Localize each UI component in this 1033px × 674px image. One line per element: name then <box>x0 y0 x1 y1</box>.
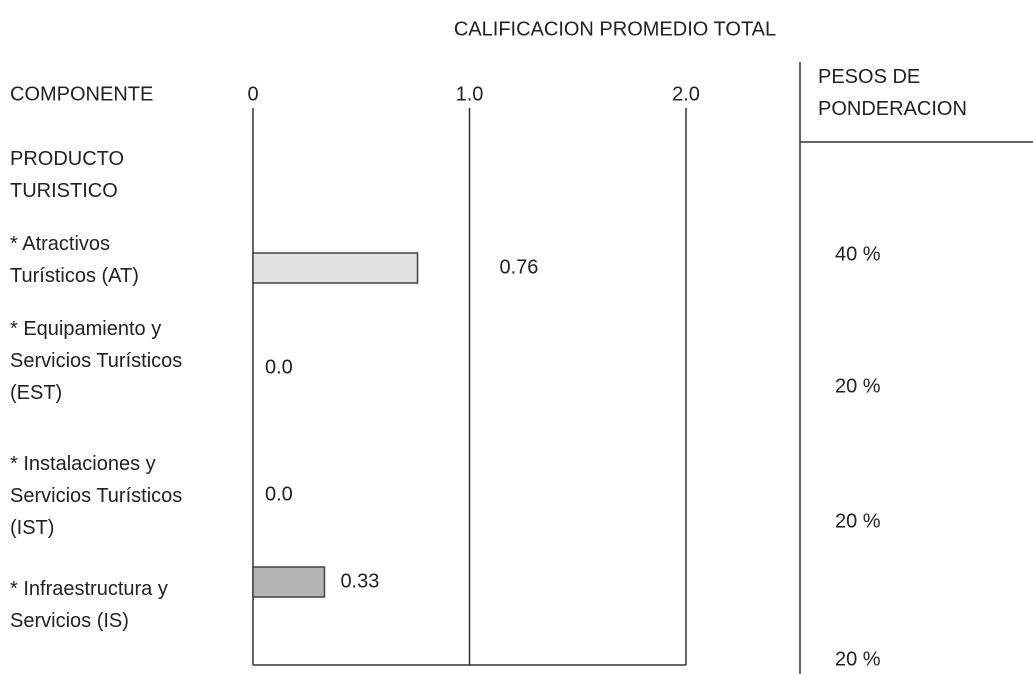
category-label: * Equipamiento y Servicios Turísticos (EST… <box>10 318 182 404</box>
weights-header: PESOS DE PONDERACION <box>818 66 967 120</box>
text-line: PONDERACION <box>818 98 967 120</box>
category-label: * Instalaciones y Servicios Turísticos (IS… <box>10 453 182 539</box>
value-label: 0.0 <box>265 483 293 505</box>
text-line: TURISTICO <box>10 180 118 202</box>
text-line: (EST) <box>10 382 62 404</box>
text-line: * Equipamiento y <box>10 318 161 340</box>
x-tick-label: 1.0 <box>456 83 484 105</box>
text-line: PESOS DE <box>818 66 920 88</box>
text-line: Servicios Turísticos <box>10 350 182 372</box>
x-tick-label: 0 <box>247 83 258 105</box>
x-tick-label: 2.0 <box>672 83 700 105</box>
weight-label: 40 % <box>835 243 881 265</box>
text-line: (IST) <box>10 517 54 539</box>
text-line: Servicios (IS) <box>10 610 129 632</box>
value-label: 0.33 <box>340 570 379 592</box>
text-line: * Atractivos <box>10 233 110 255</box>
weight-label: 20 % <box>835 648 881 670</box>
text-line: Servicios Turísticos <box>10 485 182 507</box>
text-line: Turísticos (AT) <box>10 265 139 287</box>
bar <box>252 566 326 598</box>
text-line: * Infraestructura y <box>10 578 168 600</box>
weight-label: 20 % <box>835 375 881 397</box>
text-line: PRODUCTO <box>10 148 124 170</box>
text-line: * Instalaciones y <box>10 453 156 475</box>
value-label: 0.0 <box>265 356 293 378</box>
category-header: COMPONENTE <box>10 83 153 105</box>
chart-title: CALIFICACION PROMEDIO TOTAL <box>454 18 776 40</box>
category-label: * Infraestructura y Servicios (IS) <box>10 578 168 632</box>
group-label: PRODUCTO TURISTICO <box>10 148 124 202</box>
category-label: * Atractivos Turísticos (AT) <box>10 233 139 287</box>
value-label: 0.76 <box>500 256 539 278</box>
bar <box>252 252 419 284</box>
weight-label: 20 % <box>835 510 881 532</box>
